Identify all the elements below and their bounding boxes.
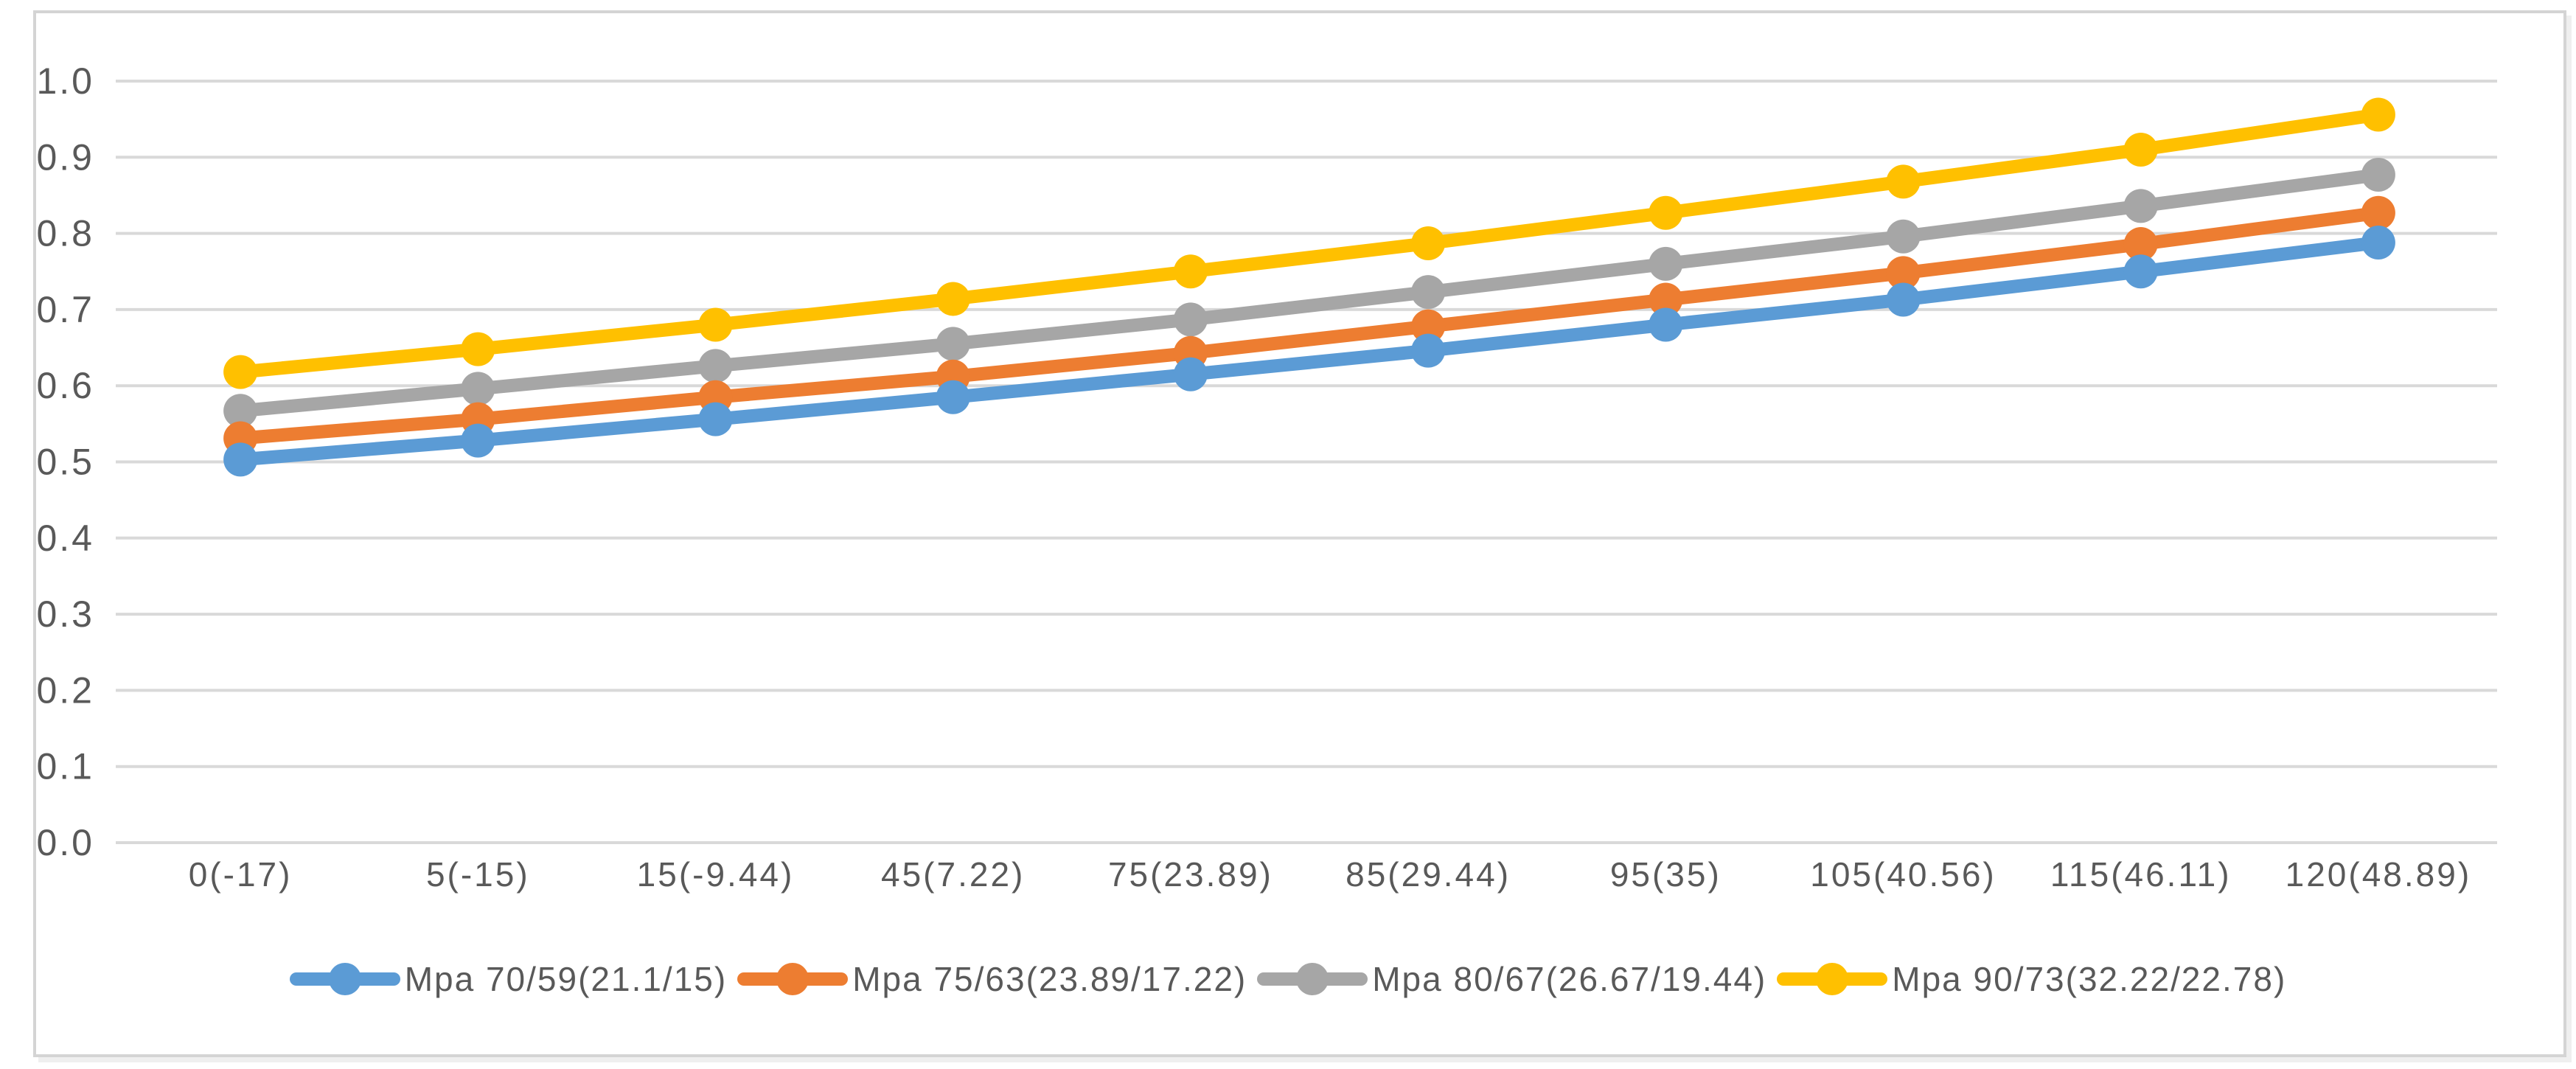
data-point[interactable] — [1173, 302, 1208, 337]
y-axis-tick-label: 1.0 — [36, 60, 94, 102]
data-point[interactable] — [2123, 227, 2158, 262]
data-point[interactable] — [936, 282, 970, 316]
data-point[interactable] — [1886, 282, 1921, 317]
legend-item[interactable]: Mpa 90/73(32.22/22.78) — [1777, 955, 2286, 1003]
series-line[interactable] — [234, 108, 2385, 379]
data-point[interactable] — [2123, 254, 2158, 289]
y-axis-tick-label: 0.3 — [36, 593, 94, 635]
data-point[interactable] — [461, 372, 495, 406]
legend-marker-icon — [289, 963, 400, 995]
x-axis-tick-label: 105(40.56) — [1810, 855, 1997, 894]
data-point[interactable] — [1173, 357, 1208, 391]
data-point[interactable] — [698, 307, 733, 342]
x-axis-tick-label: 95(35) — [1610, 855, 1722, 894]
x-axis-tick-label: 15(-9.44) — [637, 855, 795, 894]
legend-marker-icon — [1777, 963, 1888, 995]
y-axis-tick-label: 0.7 — [36, 289, 94, 330]
data-point[interactable] — [1886, 164, 1921, 199]
legend-item[interactable]: Mpa 80/67(26.67/19.44) — [1257, 955, 1766, 1003]
data-point[interactable] — [2361, 195, 2395, 230]
y-axis-tick-label: 0.0 — [36, 822, 94, 863]
series-line[interactable] — [234, 206, 2385, 445]
data-point[interactable] — [1173, 254, 1208, 289]
data-point[interactable] — [698, 402, 733, 436]
x-axis-tick-label: 115(46.11) — [2050, 855, 2232, 894]
data-point[interactable] — [698, 349, 733, 383]
data-point[interactable] — [223, 442, 258, 477]
legend-marker-icon — [1257, 963, 1368, 995]
data-point[interactable] — [1649, 282, 1683, 317]
legend-label: Mpa 90/73(32.22/22.78) — [1892, 960, 2287, 998]
x-axis-tick-label: 85(29.44) — [1346, 855, 1511, 894]
legend-label: Mpa 70/59(21.1/15) — [404, 960, 728, 998]
data-point[interactable] — [1886, 219, 1921, 254]
legend-label: Mpa 80/67(26.67/19.44) — [1372, 960, 1767, 998]
data-point[interactable] — [223, 355, 258, 389]
x-axis-tick-label: 0(-17) — [189, 855, 293, 894]
x-axis-tick-label: 120(48.89) — [2286, 855, 2472, 894]
data-point[interactable] — [1411, 309, 1446, 344]
data-point[interactable] — [461, 423, 495, 458]
data-point[interactable] — [1649, 246, 1683, 281]
legend-item[interactable]: Mpa 75/63(23.89/17.22) — [737, 955, 1247, 1003]
y-axis-tick-label: 0.4 — [36, 518, 94, 559]
data-point[interactable] — [2123, 189, 2158, 223]
data-point[interactable] — [2361, 225, 2395, 260]
data-point[interactable] — [936, 327, 970, 361]
y-axis-tick-label: 0.6 — [36, 365, 94, 406]
data-point[interactable] — [461, 332, 495, 366]
data-point[interactable] — [1411, 333, 1446, 368]
data-point[interactable] — [2123, 132, 2158, 167]
legend-marker-icon — [737, 963, 849, 995]
legend-label: Mpa 75/63(23.89/17.22) — [852, 960, 1247, 998]
data-point[interactable] — [2361, 158, 2395, 192]
data-point[interactable] — [1649, 307, 1683, 342]
data-point[interactable] — [1886, 256, 1921, 290]
x-axis-tick-label: 75(23.89) — [1108, 855, 1273, 894]
data-point[interactable] — [936, 380, 970, 414]
series-line[interactable] — [234, 235, 2385, 467]
y-axis-tick-label: 0.9 — [36, 136, 94, 178]
series-line[interactable] — [234, 168, 2385, 418]
data-point[interactable] — [1411, 226, 1446, 261]
data-point[interactable] — [2361, 97, 2395, 132]
data-point[interactable] — [223, 394, 258, 428]
data-point[interactable] — [1649, 195, 1683, 230]
data-point[interactable] — [1411, 275, 1446, 310]
chart-legend: Mpa 70/59(21.1/15) Mpa 75/63(23.89/17.22)… — [0, 955, 2576, 1003]
y-axis-tick-label: 0.5 — [36, 442, 94, 483]
y-axis-tick-label: 0.8 — [36, 213, 94, 254]
chart-frame[interactable] — [33, 10, 2566, 1057]
y-axis-tick-label: 0.1 — [36, 746, 94, 787]
y-axis-tick-label: 0.2 — [36, 669, 94, 711]
x-axis-tick-label: 5(-15) — [426, 855, 530, 894]
legend-item[interactable]: Mpa 70/59(21.1/15) — [289, 955, 728, 1003]
x-axis-tick-label: 45(7.22) — [881, 855, 1025, 894]
